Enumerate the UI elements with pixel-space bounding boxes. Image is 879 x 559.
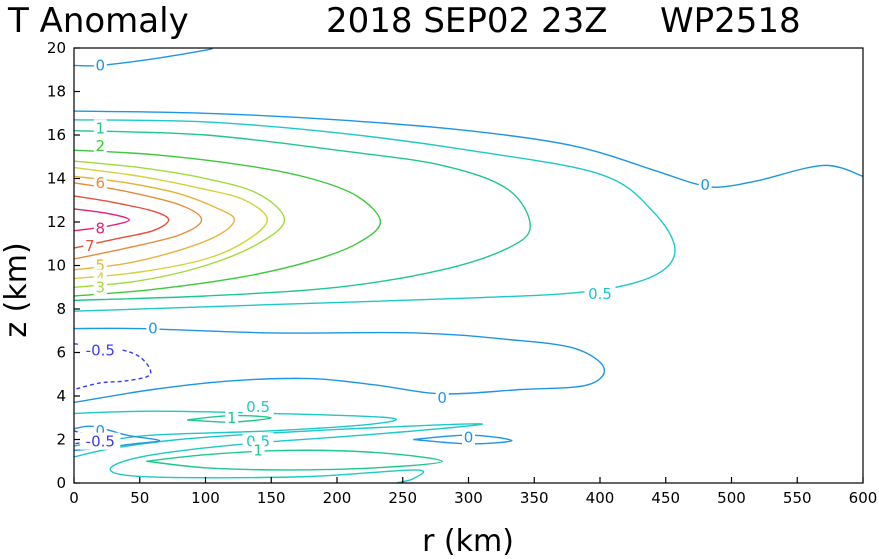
chart-title: T Anomaly	[7, 1, 189, 41]
contour-label: 1	[253, 441, 263, 459]
contour-label: 0	[148, 320, 158, 338]
contour-label-bg	[80, 432, 121, 450]
contour-line-1	[73, 130, 532, 301]
contour-label: 3	[96, 278, 106, 296]
contour-label: 6	[96, 174, 106, 192]
contour-line-0p5	[73, 119, 676, 312]
contour-label: 8	[96, 220, 106, 238]
contour-line-3	[73, 160, 286, 288]
contour-lines	[73, 47, 864, 484]
x-tick-label: 400	[586, 489, 615, 507]
y-tick-label: 4	[56, 387, 66, 405]
y-tick-label: 2	[56, 431, 66, 449]
contour-label-bg	[242, 397, 274, 415]
contour-line-0	[413, 434, 513, 445]
x-axis-label: r (km)	[422, 524, 514, 559]
contour-label-bg	[251, 441, 265, 459]
contour-label: 0	[700, 176, 710, 194]
contour-line-5	[73, 175, 236, 271]
contour-line-0	[73, 327, 606, 404]
chart-storm-id: WP2518	[660, 1, 801, 41]
contour-label-bg	[93, 56, 107, 74]
contour-line-1	[187, 414, 273, 423]
contour-line-1	[146, 449, 443, 471]
contour-label: 0	[437, 389, 447, 407]
chart-date: 2018 SEP02 23Z	[326, 1, 608, 41]
contour-labels: 01268754300.50-0.500.510-0.50.510	[80, 56, 712, 459]
y-tick-label: 20	[47, 39, 66, 57]
y-axis-ticks: 0 2 4 6 8 10 12 14 16 18 20	[47, 39, 80, 492]
x-tick-label: 100	[191, 489, 220, 507]
contour-line-0	[73, 47, 213, 67]
contour-label: 0.5	[246, 398, 270, 416]
contour-line-6	[73, 182, 203, 260]
contour-line-4	[73, 166, 269, 280]
x-tick-label: 500	[717, 489, 746, 507]
x-tick-label: 200	[323, 489, 352, 507]
contour-label-bg	[80, 341, 121, 359]
y-tick-label: 0	[56, 474, 66, 492]
x-tick-label: 0	[69, 489, 79, 507]
x-tick-label: 50	[130, 489, 149, 507]
contour-line-0p5	[73, 410, 397, 447]
contour-label: 1	[96, 119, 106, 137]
x-axis-ticks: 0 50 100 150 200 250 300 350 400 450 500 550 600	[69, 477, 877, 507]
x-tick-label: 600	[849, 489, 878, 507]
contour-label: 0	[96, 56, 106, 74]
x-tick-label: 250	[388, 489, 417, 507]
contour-label-bg	[93, 136, 107, 154]
x-tick-label: 300	[454, 489, 483, 507]
y-tick-label: 12	[47, 213, 66, 231]
contour-line-neg0p5	[73, 343, 152, 391]
x-tick-label: 550	[783, 489, 812, 507]
contour-label-bg	[146, 319, 160, 337]
x-tick-label: 150	[257, 489, 286, 507]
y-tick-label: 16	[47, 126, 66, 144]
x-tick-label: 450	[651, 489, 680, 507]
contour-label-bg	[435, 389, 449, 407]
contour-label-bg	[698, 176, 712, 194]
contour-label: -0.5	[86, 341, 115, 359]
contour-label: -0.5	[86, 433, 115, 451]
contour-label-bg	[462, 428, 475, 446]
contour-label-bg	[83, 236, 97, 254]
contour-label-bg	[242, 432, 274, 450]
contour-line-2	[73, 149, 382, 297]
contour-label: 0	[96, 422, 106, 440]
contour-line-0p5	[73, 423, 483, 484]
contour-label-bg	[93, 119, 107, 137]
contour-line-0	[73, 110, 864, 188]
y-tick-label: 14	[47, 170, 66, 188]
x-tick-label: 350	[520, 489, 549, 507]
contour-label-bg	[225, 408, 239, 426]
y-axis-label: z (km)	[0, 242, 34, 337]
y-tick-label: 8	[56, 300, 66, 318]
contour-line-7	[73, 195, 170, 249]
contour-label-bg	[584, 284, 616, 302]
contour-label: 7	[85, 237, 95, 255]
y-tick-label: 6	[56, 344, 66, 362]
contour-label-bg	[93, 219, 107, 237]
contour-label: 0	[464, 428, 474, 446]
contour-label: 1	[227, 409, 237, 427]
contour-label-bg	[93, 173, 107, 191]
contour-label-bg	[93, 256, 107, 274]
y-tick-label: 18	[47, 83, 66, 101]
contour-label: 5	[96, 257, 106, 275]
contour-label: 0.5	[588, 285, 612, 303]
contour-label: 2	[96, 137, 106, 155]
contour-label-bg	[93, 278, 107, 296]
y-tick-label: 10	[47, 257, 66, 275]
